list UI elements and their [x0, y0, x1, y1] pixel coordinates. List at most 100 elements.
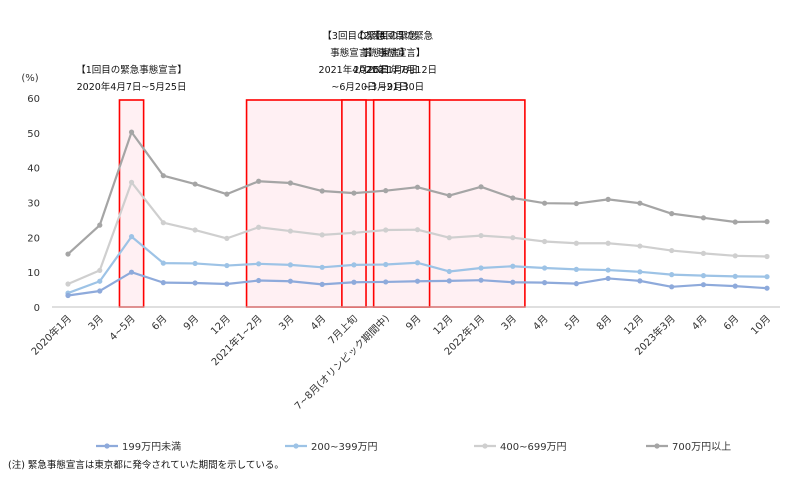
data-point [224, 281, 230, 287]
data-point [351, 262, 357, 268]
data-point [669, 211, 675, 217]
data-point [700, 215, 707, 221]
legend-label: 700万円以上 [672, 441, 731, 453]
legend-label: 199万円未満 [122, 441, 181, 453]
data-point [65, 281, 71, 287]
y-tick-label: 30 [27, 199, 40, 210]
data-point [351, 190, 357, 196]
x-tick-label: 9月 [181, 313, 201, 333]
data-point [414, 184, 421, 190]
y-axis: (%) 0 10 20 30 40 50 60 [21, 73, 40, 314]
data-point [541, 238, 548, 245]
data-point [510, 263, 516, 269]
data-point [256, 261, 262, 267]
emergency-annotation-line: 【2回目の緊急 [354, 30, 418, 42]
legend: 199万円未満 200~399万円 400~699万円 700万円以上 [96, 441, 731, 453]
data-point [224, 235, 230, 241]
data-point [192, 280, 198, 286]
data-point [637, 243, 643, 249]
data-point [700, 250, 707, 256]
data-point [478, 277, 484, 283]
data-point [224, 262, 230, 269]
data-point [605, 267, 611, 273]
data-point [414, 227, 421, 233]
data-point [256, 178, 262, 184]
data-point [97, 267, 103, 274]
y-tick-label: 60 [27, 94, 40, 105]
emergency-band-4 [372, 99, 431, 308]
x-tick-label: 4月 [308, 313, 328, 333]
data-point [732, 273, 738, 279]
legend-label: 200~399万円 [311, 442, 378, 453]
data-point [573, 240, 579, 246]
data-point [97, 288, 103, 294]
data-point [446, 278, 452, 284]
data-point [605, 275, 611, 282]
data-point [669, 284, 675, 290]
data-point [192, 260, 198, 267]
legend-marker [293, 443, 299, 449]
data-point [287, 278, 294, 284]
data-point [97, 222, 103, 228]
data-point [732, 253, 738, 259]
data-point [383, 227, 389, 233]
data-point [128, 269, 135, 275]
data-point [510, 279, 516, 285]
x-tick-label: 6月 [721, 313, 741, 333]
emergency-period-bands [118, 99, 526, 308]
data-point [669, 247, 675, 254]
data-point [192, 227, 198, 233]
y-tick-label: 0 [34, 303, 40, 314]
emergency-annotation-line: ~3月21日 [363, 82, 408, 93]
emergency-annotation-line: 事態宣言】 [330, 47, 378, 59]
emergency-annotation-line: ~9月30日 [379, 82, 424, 93]
emergency-annotation-line: 【1回目の緊急事態宣言】 [76, 64, 187, 76]
data-point [478, 265, 484, 271]
x-tick-label: 9月 [404, 313, 424, 333]
emergency-annotation-line: 事態宣言】 [378, 47, 426, 59]
data-point [351, 279, 357, 285]
data-point [764, 285, 770, 291]
emergency-annotation-line: 2020年4月7日~5月25日 [77, 81, 187, 93]
data-point [319, 188, 325, 194]
data-point [128, 234, 135, 240]
data-point [192, 181, 198, 187]
data-point [541, 265, 548, 271]
data-point [573, 281, 579, 287]
data-point [256, 224, 262, 230]
data-point [414, 278, 421, 284]
data-point [637, 278, 643, 284]
data-point [605, 240, 611, 246]
data-point [256, 277, 262, 284]
x-tick-label: 4月 [531, 313, 551, 333]
data-point [319, 281, 325, 287]
data-point [478, 232, 484, 239]
x-tick-label: 3月 [86, 313, 106, 333]
data-point [160, 173, 166, 179]
y-tick-label: 20 [27, 233, 40, 244]
series-layer [65, 129, 770, 299]
legend-marker [104, 443, 110, 449]
data-point [128, 129, 135, 135]
data-point [541, 280, 548, 286]
y-tick-label: 50 [27, 129, 40, 140]
data-point [510, 195, 516, 201]
x-tick-label: 10月 [749, 313, 774, 338]
emergency-band-3 [341, 99, 367, 308]
data-point [97, 278, 103, 284]
data-point [383, 261, 389, 268]
x-tick-label: 4~5月 [107, 313, 137, 343]
legend-marker [654, 443, 660, 449]
x-tick-label: 2020年1月 [28, 312, 74, 358]
data-point [732, 219, 738, 225]
data-point [160, 260, 166, 266]
data-point [128, 179, 135, 185]
data-point [573, 266, 579, 272]
data-point [351, 230, 357, 236]
data-point [383, 188, 389, 194]
legend-marker [482, 443, 488, 449]
data-point [764, 253, 770, 260]
data-point [414, 260, 421, 266]
data-point [764, 219, 770, 225]
